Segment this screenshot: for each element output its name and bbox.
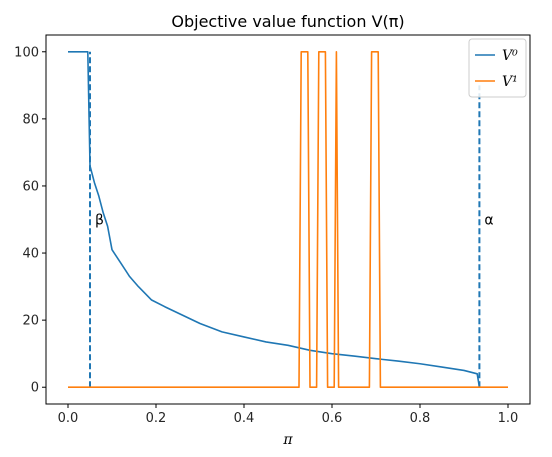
y-tick-label-3: 60	[22, 179, 39, 194]
chart-title: Objective value function V(π)	[171, 12, 404, 31]
x-tick-label-5: 1.0	[498, 411, 519, 426]
axis-ticks: 0.0 0.2 0.4 0.6 0.8 1.0 0 20 40 60 80 100	[14, 45, 518, 426]
legend: V⁰ V¹	[468, 38, 527, 98]
y-tick-label-5: 100	[14, 45, 39, 60]
x-tick-label-4: 0.8	[410, 411, 431, 426]
vline-label-0: β	[95, 213, 104, 229]
y-tick-label-2: 40	[22, 247, 39, 262]
x-tick-label-0: 0.0	[58, 411, 79, 426]
x-tick-label-3: 0.6	[322, 411, 343, 426]
x-tick-label-2: 0.4	[234, 411, 255, 426]
plot-series-group	[68, 50, 508, 389]
x-tick-label-1: 0.2	[146, 411, 167, 426]
series-line-1	[68, 50, 508, 389]
legend-box	[468, 38, 527, 98]
legend-label-0: V⁰	[502, 48, 518, 64]
x-axis-label: π	[282, 432, 293, 448]
y-tick-label-0: 0	[31, 381, 39, 396]
series-line-0	[68, 50, 481, 388]
legend-label-1: V¹	[502, 74, 518, 90]
plot-frame	[45, 34, 531, 405]
y-tick-label-1: 20	[22, 314, 39, 329]
vline-label-1: α	[484, 213, 493, 229]
y-tick-label-4: 80	[22, 112, 39, 127]
